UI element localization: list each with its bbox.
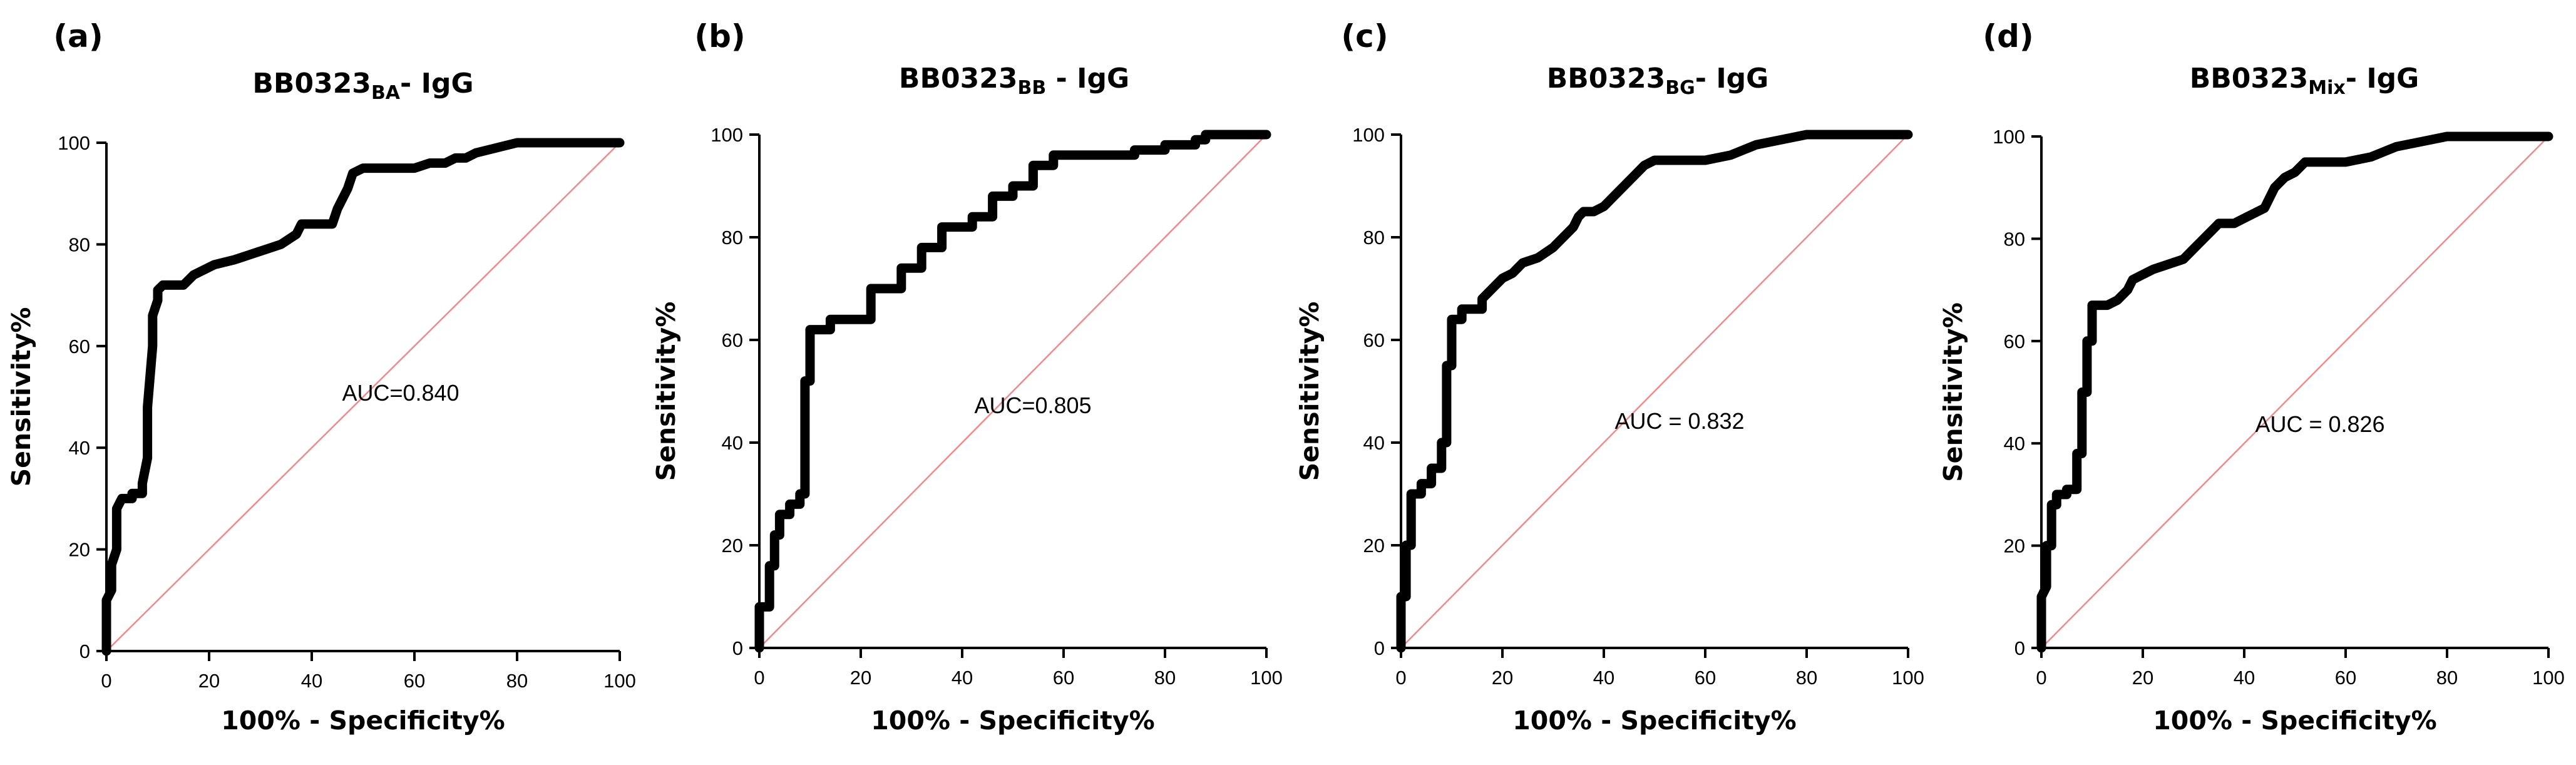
- chart-c-y-tick-label: 20: [1363, 535, 1385, 557]
- chart-c-x-tick-label: 40: [1593, 667, 1614, 689]
- chart-b-y-tick-label: 60: [722, 329, 743, 351]
- chart-b-auc-annotation: AUC=0.805: [974, 393, 1091, 418]
- chart-d-y-tick-label: 100: [1993, 126, 2025, 148]
- chart-b-panel-label: (b): [694, 18, 746, 54]
- chart-c-y-tick-label: 100: [1352, 124, 1385, 146]
- roc-panel-a: (a) BB0323BA- IgG 0 20 40 60 80 100 0 20 40 60 80 100…: [0, 0, 644, 765]
- chart-a-title-suffix: - IgG: [400, 68, 474, 100]
- chart-d-y-axis-label: Sensitivity%: [1938, 302, 1968, 482]
- chart-a-x-tick-label: 20: [198, 670, 220, 692]
- chart-d-x-axis-label: 100% - Specificity%: [2153, 706, 2436, 736]
- chart-d-panel-label: (d): [1983, 18, 2034, 54]
- chart-d-x-tick-label: 60: [2335, 667, 2356, 689]
- chart-a-y-axis-label: Sensitivity%: [6, 307, 36, 487]
- chart-c-x-tick-label: 80: [1796, 667, 1817, 689]
- chart-c-y-tick-label: 0: [1374, 637, 1385, 659]
- chart-d-y-tick-label: 0: [2014, 637, 2025, 659]
- chart-b-reference-line: [759, 134, 1267, 649]
- chart-d-title: BB0323Mix- IgG: [2190, 63, 2419, 99]
- chart-d-y-tick-label: 20: [2004, 535, 2025, 557]
- chart-a-y-tick-label: 80: [69, 234, 90, 255]
- chart-b-y-tick-label: 0: [732, 637, 743, 659]
- chart-a-y-tick-label: 100: [58, 132, 90, 154]
- chart-a-x-axis-label: 100% - Specificity%: [221, 706, 505, 736]
- chart-c-y-tick-label: 40: [1363, 432, 1385, 454]
- chart-a-title-subscript: BA: [371, 82, 401, 104]
- chart-b-y-axis-label: Sensitivity%: [651, 302, 681, 481]
- chart-d-x-tick-label: 0: [2036, 667, 2046, 689]
- chart-a-panel-label: (a): [53, 18, 103, 54]
- chart-c-y-axis-label: Sensitivity%: [1295, 302, 1325, 481]
- chart-a-x-tick-label: 80: [506, 670, 528, 692]
- chart-a-y-tick-label: 60: [69, 336, 90, 357]
- chart-d-x-tick-label: 100: [2532, 667, 2565, 689]
- chart-a-x-tick-label: 60: [404, 670, 425, 692]
- chart-b-title-subscript: BB: [1017, 77, 1046, 99]
- chart-b-x-axis-label: 100% - Specificity%: [871, 706, 1154, 736]
- chart-b-x-tick-label: 100: [1250, 667, 1283, 689]
- chart-b-roc-curve: [754, 130, 1271, 653]
- chart-b-x-tick-label: 40: [952, 667, 973, 689]
- chart-d-auc-annotation: AUC = 0.826: [2255, 411, 2384, 437]
- chart-b-y-tick-label: 20: [722, 535, 743, 557]
- chart-a-roc-curve: [101, 138, 625, 656]
- chart-c-title-subscript: BG: [1665, 77, 1695, 99]
- chart-a-reference-line: [106, 142, 620, 652]
- chart-c-x-tick-label: 60: [1695, 667, 1716, 689]
- chart-a-y-tick-label: 40: [69, 437, 90, 459]
- chart-b-y-tick-label: 80: [722, 227, 743, 249]
- chart-a-x-tick-label: 40: [301, 670, 322, 692]
- chart-c-panel-label: (c): [1341, 18, 1388, 54]
- chart-b-x-tick-label: 80: [1154, 667, 1176, 689]
- chart-b-x-tick-label: 20: [850, 667, 871, 689]
- chart-a-y-tick-label: 20: [69, 539, 90, 561]
- roc-panel-d: (d) BB0323Mix- IgG 0 20 40 60 80 100 0 20 40 60 80 10…: [1932, 0, 2575, 765]
- chart-a-auc-annotation: AUC=0.840: [342, 380, 459, 406]
- chart-c-y-tick-label: 60: [1363, 329, 1385, 351]
- chart-b-y-tick-label: 40: [722, 432, 743, 454]
- roc-panel-c: (c) BB0323BG- IgG 0 20 40 60 80 100 0 20 40 60 80 100…: [1288, 0, 1932, 765]
- chart-c-reference-line: [1400, 134, 1909, 649]
- chart-c-x-tick-label: 20: [1492, 667, 1513, 689]
- chart-b-title-main: BB0323: [899, 63, 1018, 95]
- chart-a-x-tick-label: 100: [603, 670, 636, 692]
- chart-d-x-tick-label: 20: [2132, 667, 2153, 689]
- chart-c-roc-curve: [1396, 130, 1913, 653]
- chart-b-title: BB0323BB - IgG: [899, 63, 1129, 99]
- chart-c-title-suffix: - IgG: [1695, 63, 1769, 95]
- chart-b-x-tick-label: 0: [754, 667, 764, 689]
- chart-a-title-main: BB0323: [252, 68, 371, 100]
- chart-b-x-tick-label: 60: [1053, 667, 1074, 689]
- chart-d-title-main: BB0323: [2190, 63, 2309, 95]
- chart-a-x-tick-label: 0: [101, 670, 111, 692]
- chart-d-y-tick-label: 40: [2004, 433, 2025, 454]
- chart-d-x-tick-label: 80: [2436, 667, 2458, 689]
- chart-b-title-suffix: - IgG: [1046, 63, 1129, 95]
- chart-d-reference-line: [2041, 136, 2549, 649]
- chart-c-auc-annotation: AUC = 0.832: [1614, 408, 1744, 434]
- chart-d-x-tick-label: 40: [2234, 667, 2255, 689]
- roc-panel-b: (b) BB0323BB - IgG 0 20 40 60 80 100 0 20 40 60 80 10…: [645, 0, 1288, 765]
- chart-c-x-tick-label: 0: [1395, 667, 1406, 689]
- chart-c-x-axis-label: 100% - Specificity%: [1512, 706, 1796, 736]
- chart-c-title-main: BB0323: [1547, 63, 1666, 95]
- chart-d-roc-curve: [2036, 131, 2553, 653]
- chart-b-y-tick-label: 100: [711, 124, 743, 146]
- chart-c-y-tick-label: 80: [1363, 227, 1385, 249]
- chart-d-y-tick-label: 80: [2004, 228, 2025, 250]
- chart-d-y-tick-label: 60: [2004, 331, 2025, 352]
- chart-a-y-tick-label: 0: [80, 640, 90, 662]
- chart-d-title-subscript: Mix: [2308, 77, 2346, 99]
- chart-d-title-suffix: - IgG: [2346, 63, 2419, 95]
- chart-c-title: BB0323BG- IgG: [1547, 63, 1769, 99]
- chart-a-title: BB0323BA- IgG: [252, 68, 473, 104]
- chart-c-x-tick-label: 100: [1892, 667, 1924, 689]
